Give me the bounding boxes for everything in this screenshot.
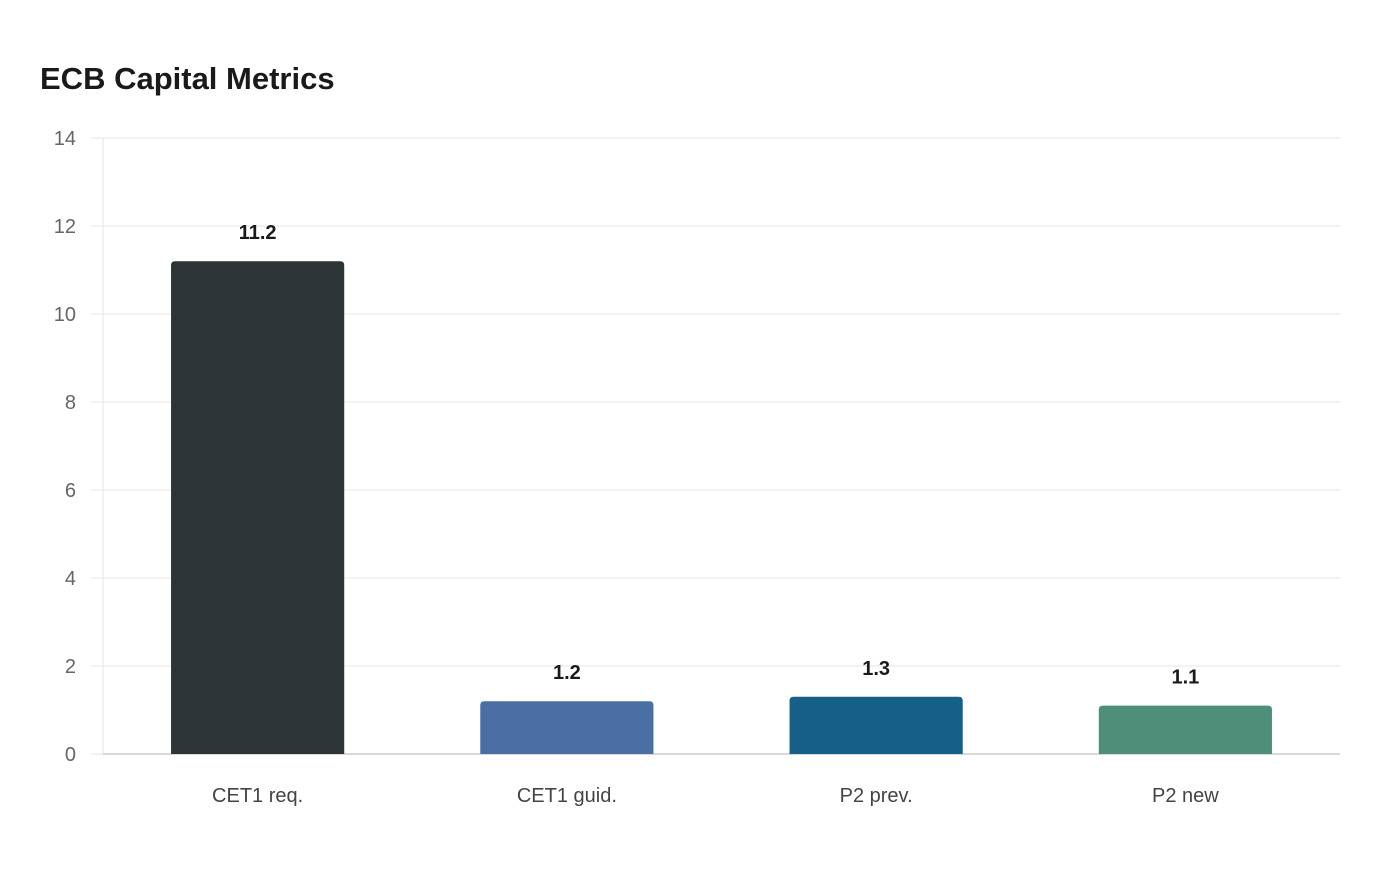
bar-cet1-req[interactable]: [171, 261, 345, 754]
y-tick-label: 4: [65, 568, 76, 590]
bar-value-label: 1.2: [553, 662, 581, 684]
y-tick-label: 14: [54, 128, 76, 150]
y-tick-label: 8: [65, 392, 76, 414]
bar-value-label: 11.2: [239, 222, 277, 244]
bar-layer: [171, 261, 1272, 754]
label-layer: 11.2 CET1 req. 1.2 CET1 guid. 1.3 P2 prev. 1.1…: [212, 222, 1219, 807]
chart-title: ECB Capital Metrics: [40, 61, 335, 96]
x-category-label: CET1 req.: [212, 785, 303, 807]
y-tick-label: 2: [65, 656, 76, 678]
x-category-label: P2 new: [1152, 785, 1219, 807]
x-category-label: P2 prev.: [840, 785, 913, 807]
y-tick-label: 12: [54, 216, 76, 238]
bar-value-label: 1.1: [1171, 667, 1199, 689]
bar-cet1-guid[interactable]: [480, 701, 654, 754]
y-tick-label: 10: [54, 304, 76, 326]
y-tick-label: 6: [65, 480, 76, 502]
y-tick-label: 0: [65, 744, 76, 766]
bar-p2-prev[interactable]: [789, 696, 963, 754]
bar-value-label: 1.3: [862, 658, 890, 680]
x-category-label: CET1 guid.: [517, 785, 617, 807]
bar-p2-new[interactable]: [1098, 705, 1272, 754]
